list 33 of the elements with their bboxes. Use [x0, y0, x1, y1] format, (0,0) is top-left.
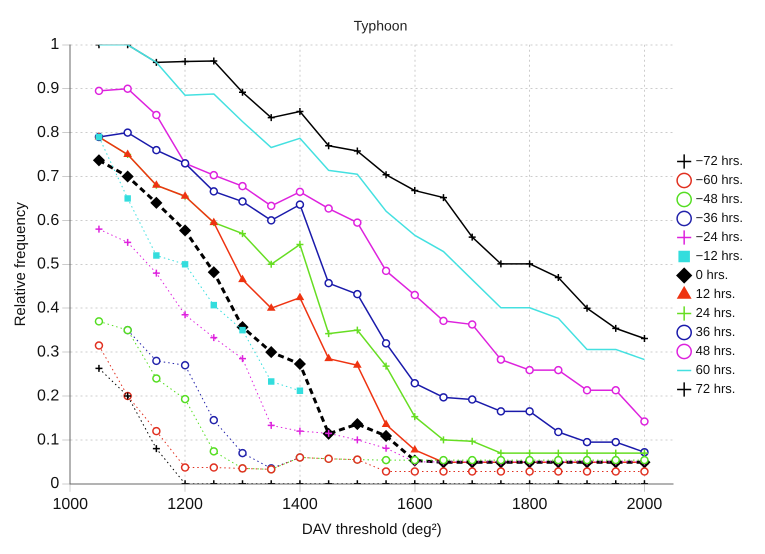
- legend-label: 48 hrs.: [696, 343, 736, 358]
- x-tick-label: 1400: [282, 496, 318, 513]
- legend-label: −48 hrs.: [696, 191, 744, 206]
- y-tick-label: 0.5: [36, 256, 60, 273]
- legend-label: −60 hrs.: [696, 172, 744, 188]
- y-tick-label: 0.7: [36, 168, 60, 185]
- x-tick-label: 1800: [512, 496, 548, 513]
- legend-label: −12 hrs.: [696, 248, 744, 264]
- legend-label: 12 hrs.: [696, 286, 736, 302]
- legend-label: 0 hrs.: [696, 267, 728, 282]
- y-tick-label: 0.2: [36, 387, 60, 404]
- y-tick-label: 0.8: [36, 124, 60, 142]
- y-tick-label: 0.9: [36, 80, 60, 98]
- y-tick-label: 1: [50, 36, 60, 54]
- legend-label: 72 hrs.: [696, 381, 736, 396]
- legend-label: 36 hrs.: [696, 324, 736, 340]
- y-tick-label: 0.1: [36, 431, 60, 448]
- y-tick-label: 0.3: [36, 344, 60, 361]
- x-axis-title: DAV threshold (deg²): [302, 521, 442, 538]
- legend-label: −72 hrs.: [696, 153, 744, 168]
- x-tick-label: 1000: [52, 496, 88, 513]
- legend-label: 60 hrs.: [696, 362, 736, 378]
- legend-label: 24 hrs.: [696, 305, 736, 320]
- y-axis-title: Relative frequency: [12, 202, 30, 326]
- legend-label: −36 hrs.: [696, 210, 744, 226]
- legend-label: −24 hrs.: [696, 229, 744, 244]
- y-tick-label: 0: [50, 475, 60, 492]
- y-tick-label: 0.6: [36, 212, 60, 229]
- x-tick-label: 1200: [167, 496, 203, 513]
- x-tick-label: 1600: [396, 496, 433, 513]
- chart-title: Typhoon: [354, 17, 408, 34]
- y-tick-label: 0.4: [36, 300, 60, 317]
- x-tick-label: 2000: [626, 496, 662, 513]
